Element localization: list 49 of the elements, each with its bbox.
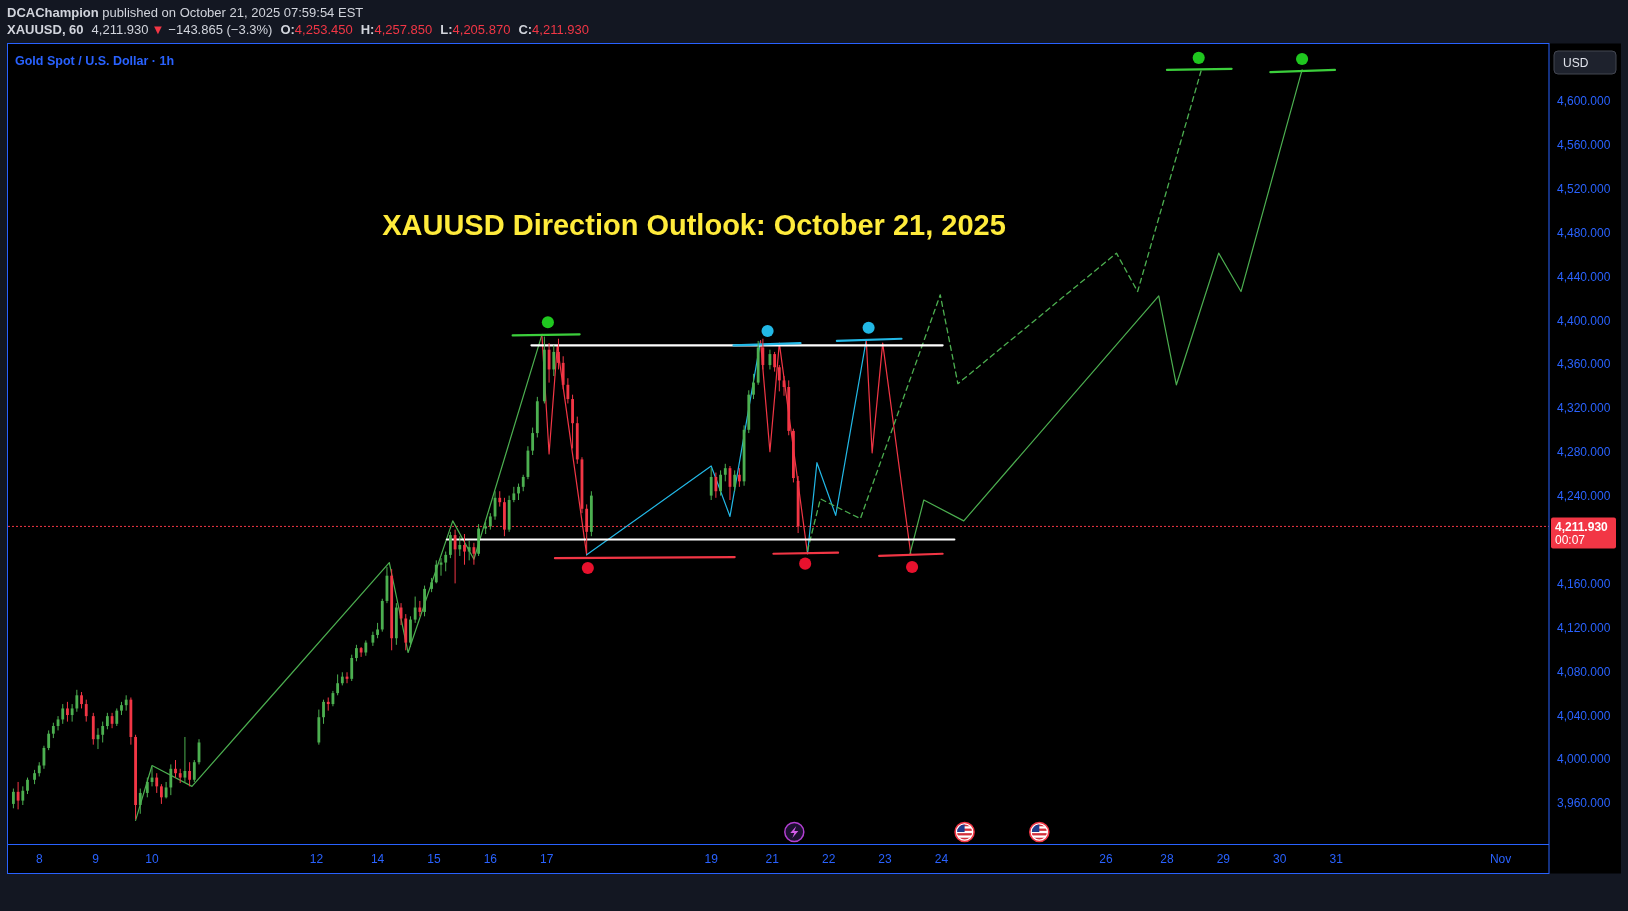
x-tick-label: Nov xyxy=(1489,852,1512,866)
text: Gold Spot / U.S. Dollar · 1h xyxy=(15,53,175,68)
x-tick-label: 15 xyxy=(427,852,441,866)
text: 00:07 xyxy=(1555,533,1586,548)
x-tick-label: 14 xyxy=(370,852,385,866)
x-tick-label: 28 xyxy=(1160,852,1174,866)
y-tick-label: 4,000.000 xyxy=(1557,752,1611,767)
x-tick-label: 16 xyxy=(483,852,498,866)
y-tick-label: 4,520.000 xyxy=(1557,181,1611,196)
x-tick-label: 12 xyxy=(309,852,324,866)
text: DCAChampion published on October 21, 2025 07:59:54 EST xyxy=(7,5,364,20)
x-tick-label: 21 xyxy=(765,852,780,866)
text: USD xyxy=(1563,56,1589,70)
text: XAUUSD Direction Outlook: October 21, 2025 xyxy=(382,209,1006,241)
text: L:4,205.870 xyxy=(440,22,511,37)
x-tick-label: 10 xyxy=(145,852,160,866)
x-tick-label: 9 xyxy=(92,852,100,866)
y-tick-label: 4,120.000 xyxy=(1557,620,1611,635)
text: H:4,257.850 xyxy=(360,22,433,37)
text: −143.865 (−3.3%) xyxy=(168,22,273,37)
y-tick-label: 4,160.000 xyxy=(1557,576,1611,591)
y-tick-label: 4,320.000 xyxy=(1557,401,1611,416)
x-tick-label: 31 xyxy=(1329,852,1344,866)
y-tick-label: 4,360.000 xyxy=(1557,357,1611,372)
text: ▼ xyxy=(151,22,165,37)
x-tick-label: 17 xyxy=(540,852,554,866)
x-tick-label: 19 xyxy=(704,852,719,866)
x-tick-label: 30 xyxy=(1273,852,1287,866)
text: C:4,211.930 xyxy=(518,22,589,37)
x-tick-label: 26 xyxy=(1099,852,1113,866)
y-tick-label: 4,080.000 xyxy=(1557,664,1611,679)
text: 4,211.930 xyxy=(91,22,149,37)
x-tick-label: 23 xyxy=(878,852,893,866)
y-tick-label: 4,400.000 xyxy=(1557,313,1611,328)
y-tick-label: 3,960.000 xyxy=(1557,796,1611,811)
y-tick-label: 4,560.000 xyxy=(1557,138,1611,153)
y-tick-label: 4,040.000 xyxy=(1557,708,1611,723)
x-tick-label: 29 xyxy=(1216,852,1231,866)
x-tick-label: 22 xyxy=(821,852,836,866)
y-tick-label: 4,240.000 xyxy=(1557,489,1611,504)
x-tick-label: 24 xyxy=(934,852,949,866)
y-tick-label: 4,480.000 xyxy=(1557,225,1611,240)
y-tick-label: 4,440.000 xyxy=(1557,269,1611,284)
ref-line-label: 4,211.930 xyxy=(1555,519,1609,534)
x-tick-label: 8 xyxy=(35,852,43,866)
text: XAUUSD, 60 xyxy=(7,22,84,37)
y-tick-label: 4,280.000 xyxy=(1557,445,1611,460)
text: O:4,253.450 xyxy=(280,22,353,37)
y-tick-label: 4,600.000 xyxy=(1557,94,1611,109)
